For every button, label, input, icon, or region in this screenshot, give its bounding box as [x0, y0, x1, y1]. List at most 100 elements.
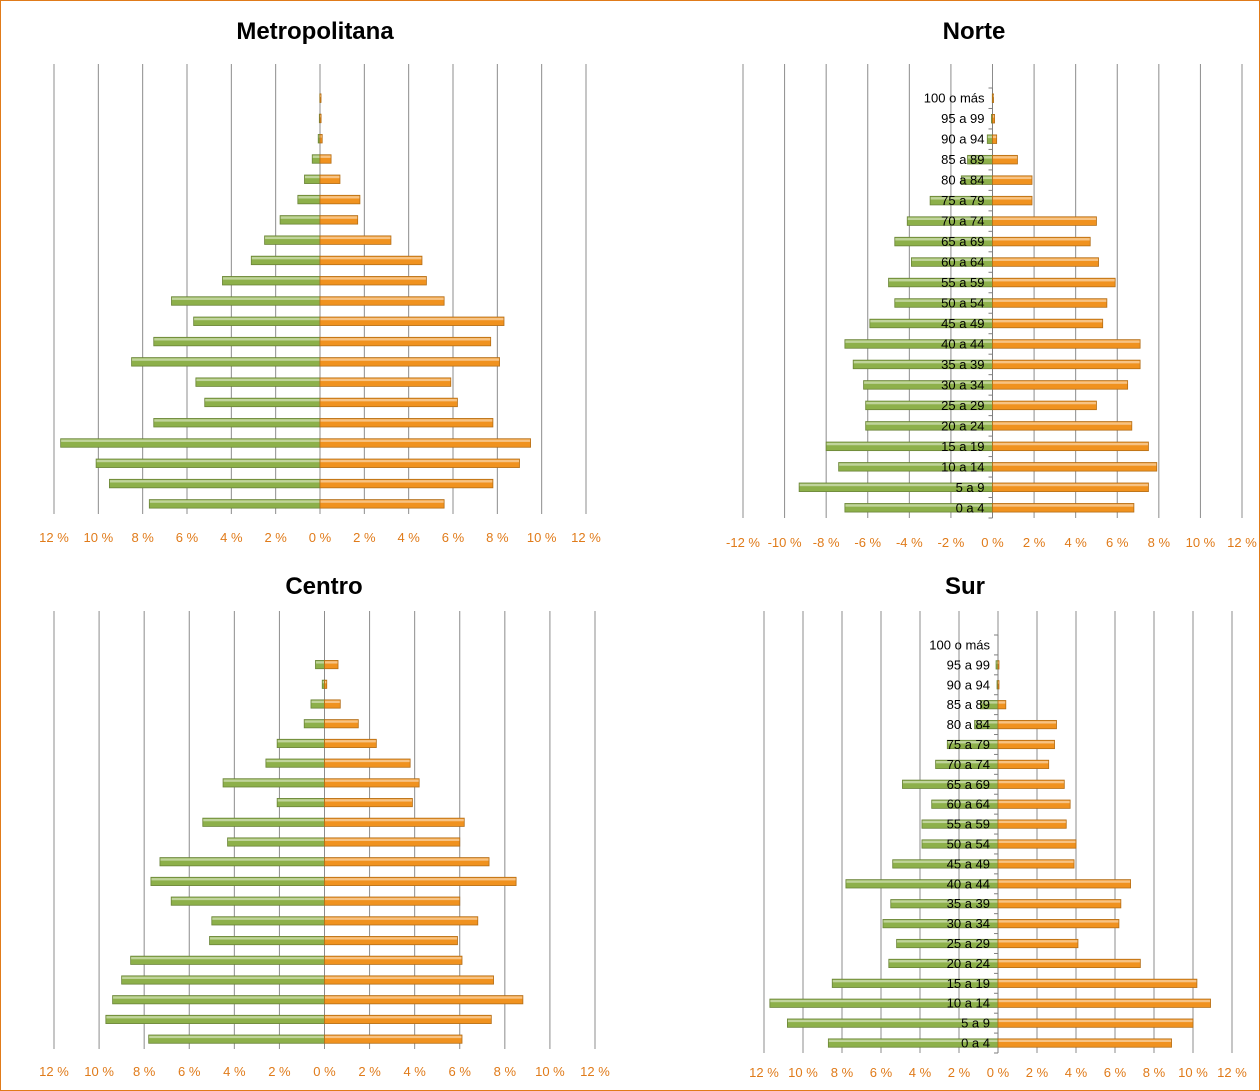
bar-highlight	[325, 917, 478, 920]
x-tick-label: 10 %	[788, 1065, 818, 1080]
bar-highlight	[265, 236, 320, 240]
bar-highlight	[993, 463, 1157, 466]
x-tick-label: 8 %	[131, 530, 154, 545]
category-label: 60 a 64	[941, 255, 984, 270]
bar-highlight	[993, 176, 1032, 180]
chart-metropolitana: Metropolitana 12 % 10 % 8 % 6 % 4 % 2 % 0 % 2 %…	[0, 0, 630, 545]
bar-highlight	[998, 960, 1140, 963]
bar-highlight	[993, 299, 1107, 302]
bar-right	[324, 876, 517, 886]
bar-right	[997, 759, 1050, 769]
bar-highlight	[770, 999, 998, 1003]
category-label: 40 a 44	[941, 336, 984, 351]
bar-highlight	[277, 799, 324, 802]
bar-right	[324, 699, 341, 709]
bar-highlight	[998, 940, 1078, 943]
bar-right	[997, 700, 1007, 710]
bar-highlight	[320, 338, 491, 341]
bar-highlight	[196, 378, 320, 382]
bar-highlight	[131, 956, 324, 960]
bar-highlight	[828, 1039, 998, 1043]
bar-highlight	[205, 398, 320, 402]
bar-highlight	[889, 960, 998, 963]
bar-right	[992, 441, 1149, 452]
x-tick-label: 0 %	[981, 535, 1004, 550]
bar-right	[319, 377, 452, 387]
bar-right	[997, 839, 1077, 849]
x-tick-label: 4 %	[1065, 1065, 1088, 1080]
bar-right	[319, 134, 323, 144]
bar-highlight	[998, 880, 1131, 883]
bar-right	[992, 400, 1097, 411]
bar-highlight	[993, 360, 1140, 364]
bar-right	[319, 478, 494, 489]
bar-right	[992, 236, 1091, 247]
bar-highlight	[171, 897, 324, 901]
bar-highlight	[210, 937, 324, 940]
category-label: 30 a 34	[947, 916, 990, 931]
bar-right	[319, 113, 322, 124]
bar-highlight	[320, 277, 426, 280]
bar-highlight	[325, 956, 462, 960]
category-label: 10 a 14	[941, 459, 984, 474]
bar-highlight	[320, 419, 493, 422]
bar-highlight	[171, 297, 320, 300]
x-tick-label: 2 %	[353, 530, 376, 545]
bar-highlight	[320, 155, 331, 158]
category-label: 80 a 84	[941, 173, 984, 188]
x-tick-label: -4 %	[896, 535, 923, 550]
bar-right	[319, 499, 445, 509]
bar-highlight	[212, 917, 324, 920]
category-label: 95 a 99	[947, 657, 990, 672]
bar-right	[319, 215, 359, 225]
bar-highlight	[277, 740, 324, 743]
bar-highlight	[223, 779, 324, 782]
x-tick-label: 2 %	[268, 1064, 291, 1079]
bar-right	[319, 316, 505, 326]
category-label: 55 a 59	[947, 817, 990, 832]
bar-highlight	[853, 360, 992, 364]
bar-right	[997, 1038, 1172, 1048]
bar-highlight	[845, 340, 992, 343]
x-tick-label: 4 %	[909, 1065, 932, 1080]
bar-right	[992, 93, 994, 103]
bar-highlight	[325, 1035, 462, 1039]
bar-right	[997, 859, 1075, 869]
x-tick-label: 12 %	[749, 1065, 779, 1080]
bar-highlight	[318, 135, 320, 138]
bar-highlight	[870, 319, 992, 323]
category-label: 75 a 79	[941, 193, 984, 208]
x-tick-label: 8 %	[1143, 1065, 1166, 1080]
pyramid-plot: 0 a 4 5 a 9 10 a 14 15 a 19 20 a 24 25 a 29 30…	[749, 611, 1247, 1080]
bar-highlight	[320, 317, 504, 321]
bar-highlight	[961, 176, 992, 180]
bar-highlight	[320, 297, 444, 300]
category-label: 5 a 9	[961, 1016, 990, 1031]
x-tick-label: 8 %	[1148, 535, 1171, 550]
chart-title: Metropolitana	[236, 18, 394, 45]
bar-highlight	[304, 720, 324, 723]
bar-highlight	[203, 818, 324, 822]
bar-highlight	[194, 317, 320, 321]
bar-right	[324, 660, 339, 670]
bar-right	[324, 837, 461, 847]
category-label: 70 a 74	[947, 757, 990, 772]
bar-highlight	[893, 860, 998, 863]
bar-right	[992, 154, 1018, 165]
bar-highlight	[998, 900, 1121, 903]
bar-highlight	[320, 480, 493, 483]
bar-highlight	[325, 878, 516, 881]
bar-right	[324, 1034, 463, 1044]
bar-highlight	[113, 996, 324, 999]
bar-highlight	[922, 820, 998, 824]
bar-right	[319, 397, 458, 408]
bar-highlight	[325, 858, 489, 861]
bar-right	[324, 817, 465, 827]
bar-right	[324, 679, 328, 689]
bar-right	[992, 462, 1158, 472]
category-label: 70 a 74	[941, 214, 984, 229]
x-tick-label: 4 %	[220, 530, 243, 545]
bar-right	[992, 318, 1104, 329]
bar-highlight	[930, 197, 992, 200]
x-tick-label: 0 %	[309, 530, 332, 545]
